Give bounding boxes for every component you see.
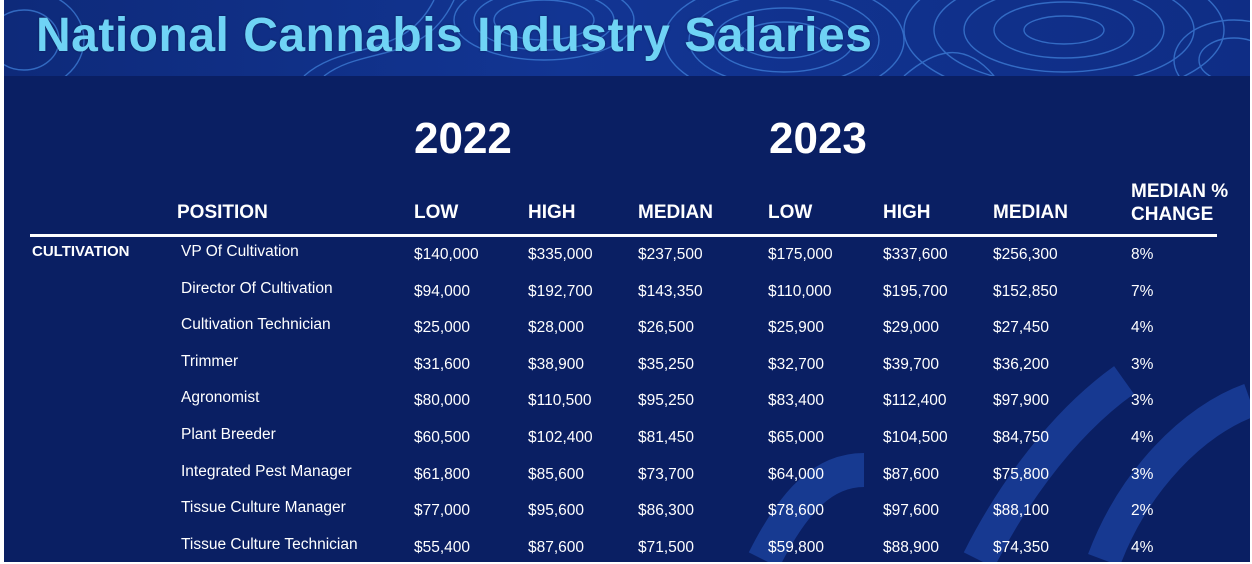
cell-high-2022: $335,000 [528, 246, 593, 263]
cell-low-2022: $61,800 [414, 465, 471, 483]
column-header-low-2023: LOW [768, 202, 813, 223]
table-row: VP Of Cultivation $140,000 $335,000 $237,50… [4, 243, 1250, 282]
cell-median-2022: $143,350 [638, 282, 703, 300]
table-row: Cultivation Technician $25,000 $28,000 $26,… [4, 316, 1250, 355]
cell-low-2023: $110,000 [768, 282, 832, 300]
cell-high-2023: $88,900 [883, 538, 940, 556]
table-row: Director Of Cultivation $94,000 $192,700 $1… [4, 279, 1250, 319]
column-header-median-2023: MEDIAN [993, 202, 1068, 223]
table-row: Trimmer $31,600 $38,900 $35,250 $32,700 $39,7… [4, 352, 1250, 392]
salary-slide: National Cannabis Industry Salaries 2022… [4, 0, 1250, 562]
cell-high-2023: $39,700 [883, 355, 940, 373]
cell-low-2023: $65,000 [768, 429, 825, 446]
table-row: Integrated Pest Manager $61,800 $85,600 $73… [4, 462, 1250, 502]
cell-high-2023: $29,000 [883, 319, 940, 337]
year-2022-heading: 2022 [414, 114, 512, 163]
cell-median-2023: $97,900 [993, 392, 1050, 410]
cell-high-2023: $104,500 [883, 429, 948, 446]
cell-high-2022: $102,400 [528, 429, 593, 446]
header-banner: National Cannabis Industry Salaries [4, 0, 1250, 76]
cell-median-2022: $237,500 [638, 246, 703, 263]
cell-median-2023: $152,850 [993, 282, 1058, 300]
column-header-median-change: MEDIAN % CHANGE [1131, 181, 1229, 225]
column-header-position: POSITION [177, 202, 268, 223]
table-row: Tissue Culture Manager $77,000 $95,600 $86,… [4, 499, 1250, 538]
cell-low-2022: $140,000 [414, 246, 479, 263]
cell-median-2022: $73,700 [638, 465, 695, 483]
cell-median-2023: $36,200 [993, 355, 1050, 373]
section-label-cultivation: CULTIVATION [32, 243, 130, 260]
cell-median-2022: $26,500 [638, 319, 695, 337]
cell-low-2023: $32,700 [768, 355, 825, 373]
cell-position: Cultivation Technician [181, 316, 331, 334]
cell-median-2023: $27,450 [993, 319, 1050, 337]
cell-median-2022: $81,450 [638, 429, 695, 446]
header-divider [30, 234, 1217, 237]
page-title: National Cannabis Industry Salaries [36, 9, 873, 62]
cell-low-2022: $25,000 [414, 319, 471, 337]
cell-high-2023: $337,600 [883, 246, 948, 263]
cell-low-2022: $31,600 [414, 355, 471, 373]
cell-change: 4% [1131, 429, 1154, 446]
cell-low-2023: $83,400 [768, 392, 825, 410]
cell-position: Plant Breeder [181, 426, 276, 443]
cell-low-2023: $25,900 [768, 319, 825, 337]
cell-low-2023: $78,600 [768, 502, 825, 520]
cell-position: Director Of Cultivation [181, 279, 333, 297]
cell-low-2023: $64,000 [768, 465, 825, 483]
cell-high-2022: $110,500 [528, 392, 592, 410]
cell-change: 3% [1131, 355, 1154, 373]
cell-low-2022: $77,000 [414, 502, 471, 520]
cell-change: 3% [1131, 392, 1154, 410]
cell-position: Trimmer [181, 352, 239, 370]
cell-low-2022: $80,000 [414, 392, 471, 410]
column-header-high-2022: HIGH [528, 202, 576, 223]
table-row: Agronomist $80,000 $110,500 $95,250 $83,400 $… [4, 389, 1250, 428]
cell-high-2022: $38,900 [528, 355, 585, 373]
cell-position: Tissue Culture Technician [181, 535, 358, 553]
cell-change: 4% [1131, 319, 1154, 337]
cell-low-2022: $55,400 [414, 538, 471, 556]
cell-median-2022: $86,300 [638, 502, 695, 520]
cell-high-2022: $95,600 [528, 502, 585, 520]
cell-high-2023: $97,600 [883, 502, 940, 520]
cell-position: Integrated Pest Manager [181, 462, 352, 480]
cell-position: VP Of Cultivation [181, 243, 299, 260]
cell-high-2022: $28,000 [528, 319, 585, 337]
cell-median-2022: $95,250 [638, 392, 695, 410]
cell-high-2023: $87,600 [883, 465, 940, 483]
cell-position: Agronomist [181, 389, 260, 407]
table-row: Plant Breeder $60,500 $102,400 $81,450 $65,0… [4, 426, 1250, 465]
cell-median-2023: $84,750 [993, 429, 1050, 446]
cell-high-2023: $112,400 [883, 392, 947, 410]
cell-high-2022: $87,600 [528, 538, 585, 556]
cell-low-2022: $94,000 [414, 282, 471, 300]
background-decoration [748, 366, 1250, 562]
cell-high-2022: $85,600 [528, 465, 585, 483]
year-2023-heading: 2023 [769, 114, 867, 163]
cell-median-2023: $88,100 [993, 502, 1050, 520]
cell-high-2023: $195,700 [883, 282, 948, 300]
table-row: Tissue Culture Technician $55,400 $87,600 $… [4, 535, 1250, 562]
cell-high-2022: $192,700 [528, 282, 593, 300]
cell-position: Tissue Culture Manager [181, 499, 346, 517]
column-header-median-2022: MEDIAN [638, 202, 713, 223]
cell-median-2022: $35,250 [638, 355, 695, 373]
cell-change: 7% [1131, 282, 1154, 300]
cell-change: 3% [1131, 465, 1154, 483]
cell-median-2023: $75,800 [993, 465, 1050, 483]
cell-change: 8% [1131, 246, 1154, 263]
cell-low-2022: $60,500 [414, 429, 471, 446]
cell-change: 2% [1131, 502, 1154, 520]
cell-low-2023: $175,000 [768, 246, 833, 263]
cell-median-2023: $74,350 [993, 538, 1050, 556]
cell-low-2023: $59,800 [768, 538, 825, 556]
cell-change: 4% [1131, 538, 1154, 556]
cell-median-2022: $71,500 [638, 538, 695, 556]
cell-median-2023: $256,300 [993, 246, 1058, 263]
column-header-low-2022: LOW [414, 202, 459, 223]
topographic-pattern [4, 0, 1250, 76]
column-header-high-2023: HIGH [883, 202, 931, 223]
